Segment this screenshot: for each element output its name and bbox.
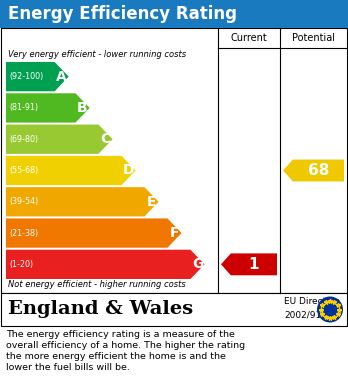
Polygon shape bbox=[283, 160, 344, 181]
Polygon shape bbox=[6, 250, 205, 279]
Text: (69-80): (69-80) bbox=[9, 135, 38, 144]
Text: 68: 68 bbox=[308, 163, 329, 178]
Text: Not energy efficient - higher running costs: Not energy efficient - higher running co… bbox=[8, 280, 186, 289]
Text: A: A bbox=[56, 70, 67, 84]
Text: (81-91): (81-91) bbox=[9, 104, 38, 113]
Text: Potential: Potential bbox=[292, 33, 335, 43]
Polygon shape bbox=[6, 62, 69, 91]
Polygon shape bbox=[6, 125, 113, 154]
Polygon shape bbox=[221, 253, 277, 275]
Text: 1: 1 bbox=[249, 257, 259, 272]
Text: F: F bbox=[170, 226, 179, 240]
Polygon shape bbox=[6, 219, 182, 248]
Bar bbox=[0, 0, 348, 28]
Polygon shape bbox=[6, 93, 89, 122]
Text: B: B bbox=[77, 101, 88, 115]
Text: (1-20): (1-20) bbox=[9, 260, 33, 269]
Text: Very energy efficient - lower running costs: Very energy efficient - lower running co… bbox=[8, 50, 186, 59]
Text: Energy Efficiency Rating: Energy Efficiency Rating bbox=[8, 5, 237, 23]
Text: (55-68): (55-68) bbox=[9, 166, 38, 175]
Text: (39-54): (39-54) bbox=[9, 197, 38, 206]
Text: (21-38): (21-38) bbox=[9, 229, 38, 238]
Bar bbox=[1, 28, 347, 293]
Text: lower the fuel bills will be.: lower the fuel bills will be. bbox=[6, 363, 130, 372]
Text: England & Wales: England & Wales bbox=[8, 301, 193, 319]
Bar bbox=[1, 293, 347, 326]
Text: EU Directive: EU Directive bbox=[284, 298, 340, 307]
Text: 2002/91/EC: 2002/91/EC bbox=[284, 310, 336, 319]
Text: (92-100): (92-100) bbox=[9, 72, 43, 81]
Text: G: G bbox=[192, 257, 203, 271]
Circle shape bbox=[317, 296, 343, 323]
Text: D: D bbox=[123, 163, 134, 178]
Text: E: E bbox=[147, 195, 156, 209]
Polygon shape bbox=[6, 156, 136, 185]
Text: overall efficiency of a home. The higher the rating: overall efficiency of a home. The higher… bbox=[6, 341, 245, 350]
Polygon shape bbox=[6, 187, 159, 217]
Text: Current: Current bbox=[231, 33, 267, 43]
Text: C: C bbox=[101, 132, 111, 146]
Text: The energy efficiency rating is a measure of the: The energy efficiency rating is a measur… bbox=[6, 330, 235, 339]
Text: the more energy efficient the home is and the: the more energy efficient the home is an… bbox=[6, 352, 226, 361]
